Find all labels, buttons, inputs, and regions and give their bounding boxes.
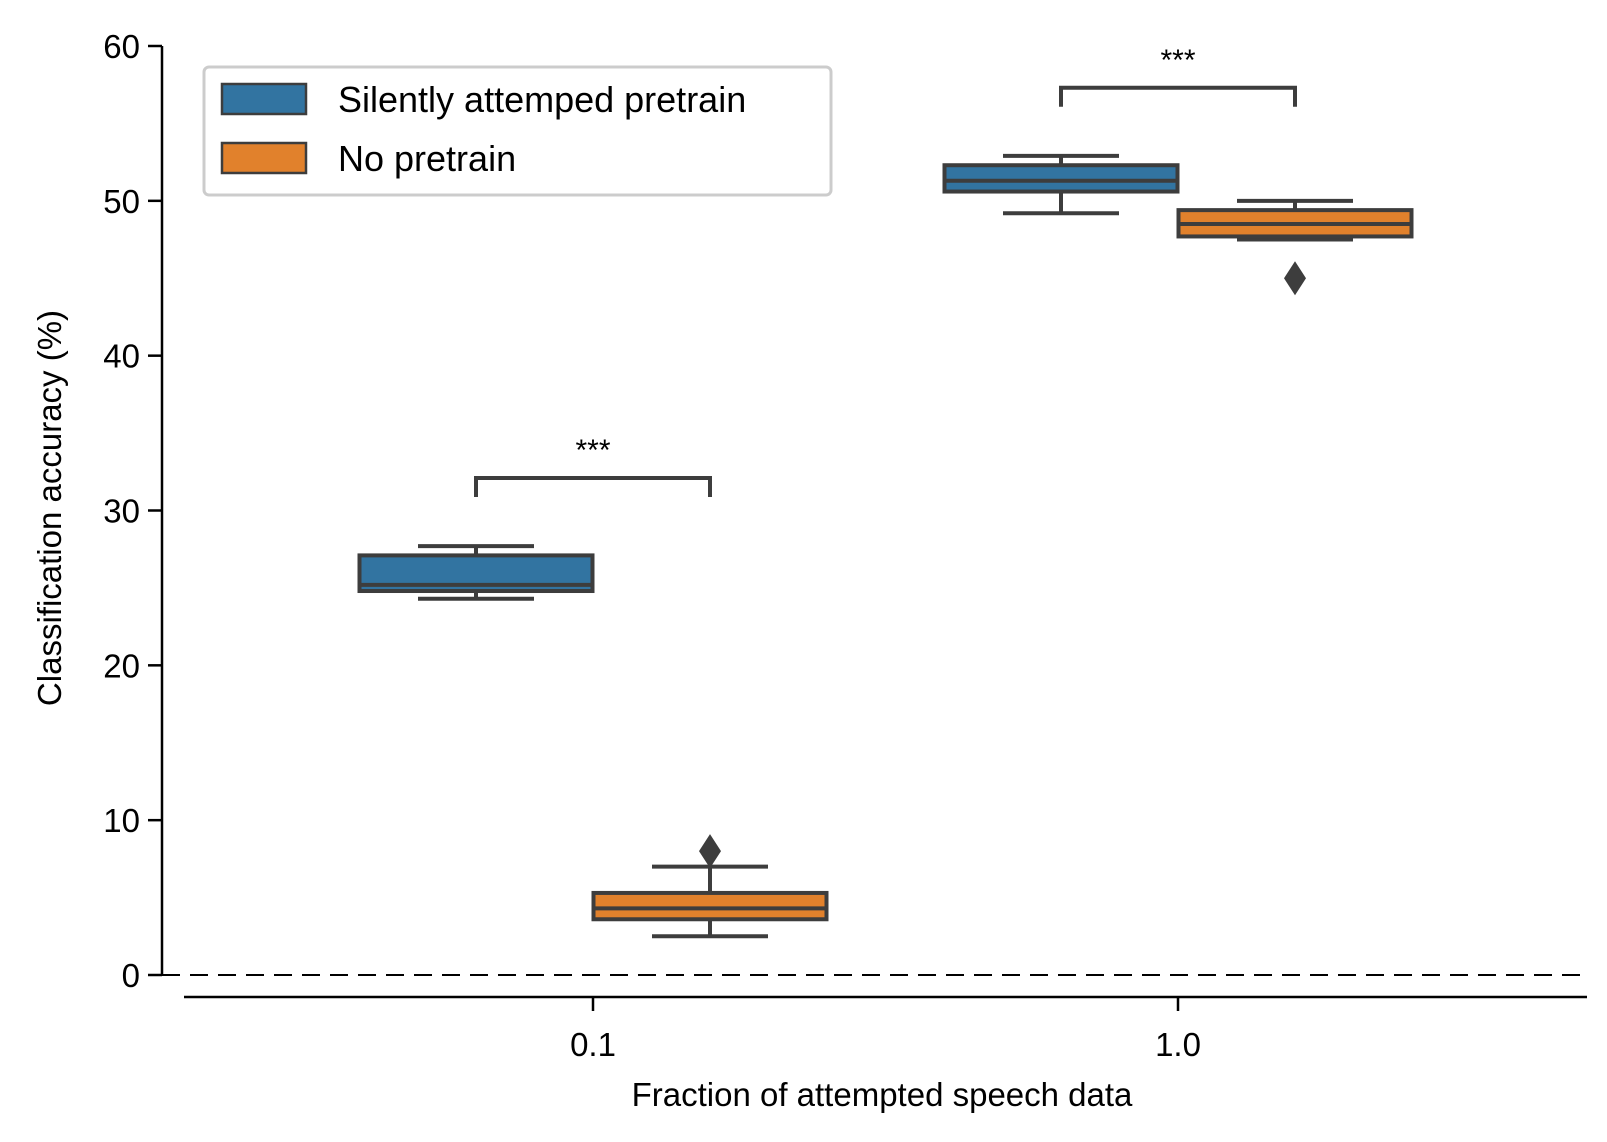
y-tick-label: 10: [103, 802, 140, 839]
x-tick-label: 1.0: [1155, 1026, 1201, 1063]
significance-bracket: [474, 475, 712, 497]
plot-area: 0 10 20 30 40 50 60 0.1 1.0 *** ***: [103, 28, 1587, 1063]
significance-bracket: [1059, 85, 1297, 107]
box-no-pretrain-0-1: [591, 890, 829, 922]
x-tick-label: 0.1: [570, 1026, 616, 1063]
y-tick-label: 0: [122, 957, 140, 994]
significance-label: ***: [575, 434, 610, 467]
significance-label: ***: [1160, 44, 1195, 77]
y-axis-label: Classification accuracy (%): [31, 310, 68, 706]
legend-label-silently-attemped-pretrain: Silently attemped pretrain: [338, 79, 746, 120]
legend-swatch-silently-attemped-pretrain: [220, 82, 308, 116]
legend-frame: [202, 65, 833, 197]
outlier-marker: [699, 834, 721, 869]
y-tick-label: 50: [103, 183, 140, 220]
outlier-marker: [1284, 261, 1306, 296]
y-tick-label: 40: [103, 338, 140, 375]
x-axis-label: Fraction of attempted speech data: [632, 1076, 1133, 1113]
y-tick-label: 20: [103, 647, 140, 684]
box-silently-attemped-pretrain-1-0: [942, 163, 1180, 194]
legend-swatch-no-pretrain: [220, 141, 308, 175]
legend-label-no-pretrain: No pretrain: [338, 138, 516, 179]
y-tick-label: 30: [103, 493, 140, 530]
y-tick-label: 60: [103, 28, 140, 65]
legend: Silently attemped pretrain No pretrain: [202, 65, 833, 197]
